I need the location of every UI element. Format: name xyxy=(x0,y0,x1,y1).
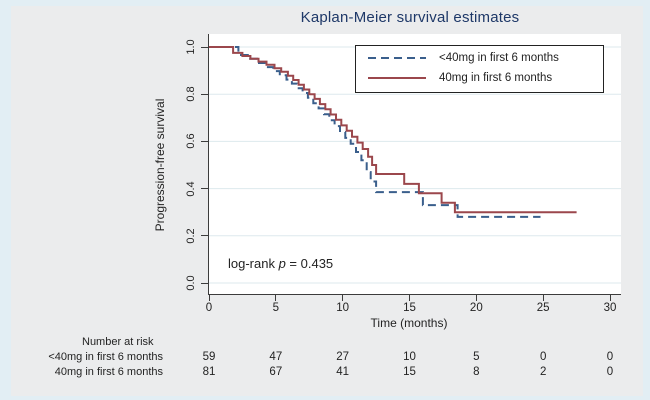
km-curve-lt40mg xyxy=(209,46,541,218)
legend-box: <40mg in first 6 months 40mg in first 6 … xyxy=(355,45,604,93)
y-tick-0.4 xyxy=(201,188,208,190)
risk-count-40mginfirst6months-t0: 59 xyxy=(202,351,216,363)
risk-count-40mginfirst6months-t10: 41 xyxy=(336,366,350,378)
y-tick-label-text: 0.8 xyxy=(185,86,197,102)
risk-count-40mginfirst6months-t10: 27 xyxy=(336,351,350,363)
risk-count-40mginfirst6months-t5: 67 xyxy=(269,366,283,378)
y-tick-label-text: 1.0 xyxy=(185,39,197,55)
log-rank-annotation: log-rank p = 0.435 xyxy=(228,256,333,271)
risk-count-40mginfirst6months-t20: 8 xyxy=(473,366,480,378)
y-tick-0.6 xyxy=(201,140,208,142)
risk-table-header: Number at risk xyxy=(82,336,154,348)
x-tick-5 xyxy=(275,295,277,301)
x-tick-label-30: 30 xyxy=(603,302,617,314)
dashed-line-sample-icon xyxy=(368,56,426,59)
risk-count-40mginfirst6months-t30: 0 xyxy=(606,366,614,378)
y-axis-title-text: Progression-free survival xyxy=(153,98,167,232)
risk-count-40mginfirst6months-t25: 0 xyxy=(539,351,547,363)
y-tick-label-text: 0.0 xyxy=(185,275,197,291)
y-tick-label-text: 0.4 xyxy=(185,180,197,197)
risk-row-label-40mg: 40mg in first 6 months xyxy=(54,366,163,378)
risk-count-40mginfirst6months-t15: 15 xyxy=(403,366,416,378)
x-tick-15 xyxy=(409,295,410,301)
risk-count-40mginfirst6months-t25: 2 xyxy=(539,366,547,378)
risk-count-40mginfirst6months-t5: 47 xyxy=(269,351,283,363)
x-tick-20 xyxy=(475,295,477,301)
log-rank-value: = 0.435 xyxy=(285,256,334,271)
km-curve-40mg xyxy=(209,46,577,214)
figure-frame-right xyxy=(643,0,650,400)
solid-line-sample-icon xyxy=(368,76,426,79)
x-tick-10 xyxy=(342,295,344,301)
legend-row-lt40mg: <40mg in first 6 months xyxy=(356,48,603,68)
figure-frame-top xyxy=(0,0,650,6)
log-rank-prefix: log-rank xyxy=(228,256,279,271)
x-tick-label-15: 15 xyxy=(403,302,416,314)
risk-count-40mginfirst6months-t0: 81 xyxy=(202,366,216,378)
y-tick-0.0 xyxy=(201,282,208,284)
y-tick-label-text: 0.6 xyxy=(185,133,197,150)
x-tick-label-25: 25 xyxy=(536,302,550,314)
risk-count-40mginfirst6months-t30: 0 xyxy=(606,351,614,363)
legend-label-40mg: 40mg in first 6 months xyxy=(439,72,553,84)
x-tick-30 xyxy=(609,295,611,301)
log-rank-p-symbol: p xyxy=(278,256,286,271)
x-tick-25 xyxy=(542,295,544,301)
y-tick-0.2 xyxy=(201,235,208,237)
x-tick-label-10: 10 xyxy=(336,302,350,314)
figure-frame-bottom xyxy=(0,396,650,400)
km-plot-svg xyxy=(209,46,621,284)
legend-row-40mg: 40mg in first 6 months xyxy=(356,68,603,88)
legend-label-lt40mg: <40mg in first 6 months xyxy=(439,52,559,64)
x-tick-label-20: 20 xyxy=(469,302,483,314)
chart-title: Kaplan-Meier survival estimates xyxy=(300,9,520,26)
x-tick-0 xyxy=(208,295,210,301)
y-tick-1.0 xyxy=(201,46,208,48)
risk-count-40mginfirst6months-t15: 10 xyxy=(403,351,416,363)
y-tick-label-text: 0.2 xyxy=(185,228,197,244)
x-axis-title: Time (months) xyxy=(370,316,448,330)
risk-count-40mginfirst6months-t20: 5 xyxy=(473,351,480,363)
risk-row-label-lt40mg: <40mg in first 6 months xyxy=(48,351,163,363)
x-tick-label-5: 5 xyxy=(272,302,280,314)
figure-frame-left xyxy=(0,0,11,400)
x-tick-label-0: 0 xyxy=(205,302,213,314)
y-tick-0.8 xyxy=(201,93,208,95)
